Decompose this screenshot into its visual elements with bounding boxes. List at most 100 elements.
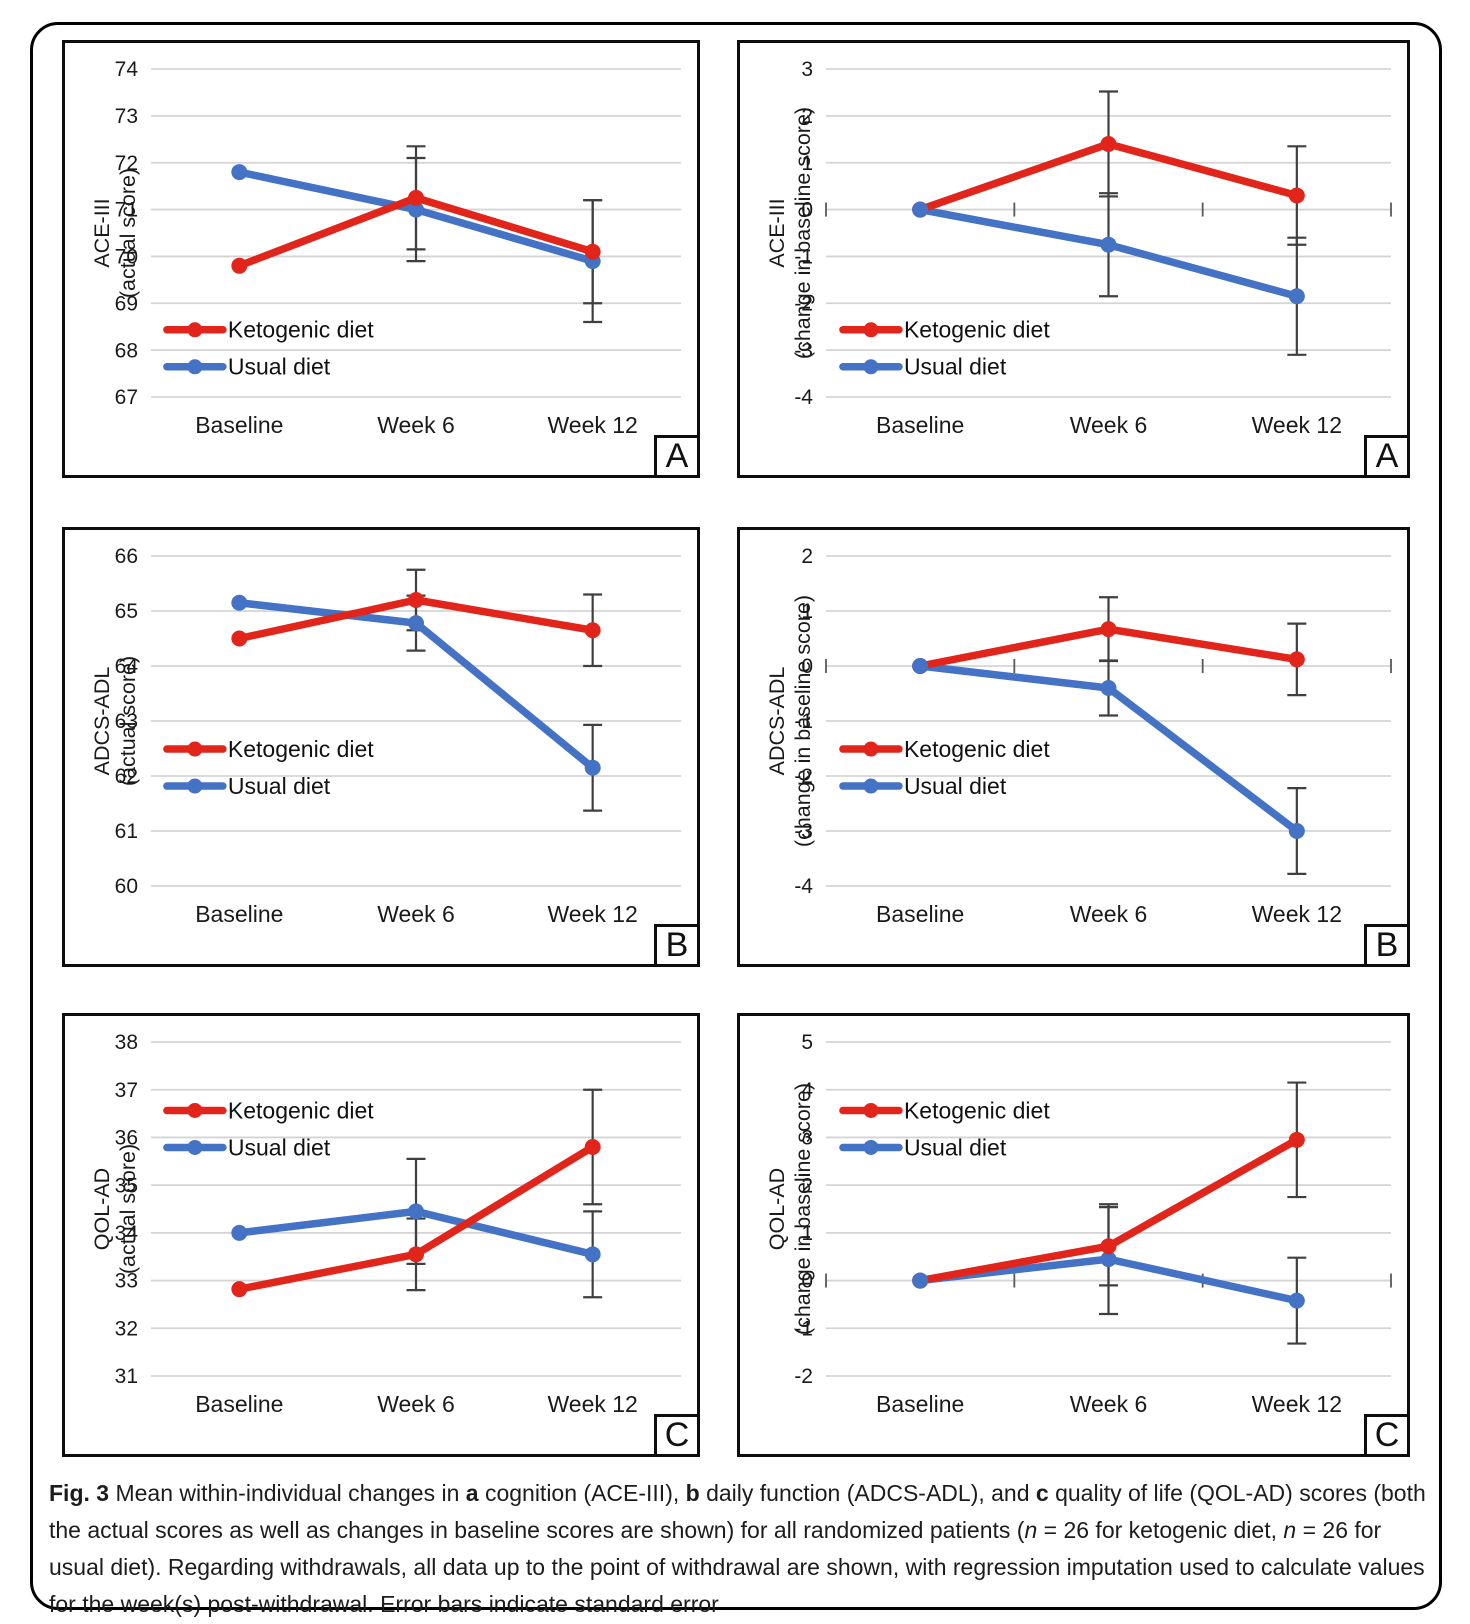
data-point-ketogenic-diet — [1288, 651, 1305, 668]
y-tick-label: 37 — [115, 1079, 138, 1102]
y-tick-label: 65 — [115, 600, 138, 623]
y-axis-title: ADCS-ADL — [90, 667, 114, 776]
y-tick-label: 3 — [801, 1127, 813, 1150]
legend-marker-dot — [187, 359, 203, 375]
figure-caption: Fig. 3 Mean within-individual changes in… — [49, 1475, 1429, 1623]
legend-item-ketogenic-diet: Ketogenic diet — [163, 1097, 374, 1123]
y-tick-label: 2 — [801, 1174, 813, 1197]
data-point-ketogenic-diet — [1100, 135, 1117, 152]
data-point-usual-diet — [1288, 1292, 1305, 1309]
panel-letter: B — [1375, 926, 1399, 964]
x-tick-label: Baseline — [876, 1391, 964, 1417]
y-tick-label: 73 — [115, 105, 138, 128]
y-tick-label: 61 — [115, 820, 138, 843]
y-axis-subtitle: (change in baseline score) — [791, 1083, 815, 1335]
panel-ace3-change-score: -4 -3 -2 -1 0 1 2 3 Baseline Week 6 Week 12 ACE-III… — [737, 40, 1410, 478]
y-axis-subtitle: (actual score) — [116, 168, 140, 298]
legend-label: Ketogenic diet — [228, 736, 374, 762]
panel-label-box: C — [1364, 1414, 1410, 1457]
legend-item-ketogenic-diet: Ketogenic diet — [839, 736, 1050, 762]
x-tick-label: Week 6 — [377, 901, 455, 927]
panel-qolad-actual-score: 31 32 33 34 35 36 37 38 Baseline Week 6 Week 12 QOL… — [62, 1013, 700, 1457]
legend-item-usual-diet: Usual diet — [839, 354, 1007, 380]
y-tick-label: 35 — [115, 1174, 138, 1197]
x-tick-label: Week 12 — [547, 412, 637, 438]
data-point-usual-diet — [1288, 288, 1305, 305]
data-point-usual-diet — [231, 594, 248, 611]
y-tick-label: 62 — [115, 765, 138, 788]
x-tick-label: Week 6 — [1070, 412, 1148, 438]
y-tick-label: 33 — [115, 1270, 138, 1293]
y-tick-label: 32 — [115, 1317, 138, 1340]
data-point-ketogenic-diet — [231, 1281, 248, 1298]
panel-label-box: A — [1364, 435, 1410, 478]
data-point-usual-diet — [1100, 1251, 1117, 1268]
legend-marker-dot — [863, 778, 879, 794]
chart-ace3-change-score: -4 -3 -2 -1 0 1 2 3 Baseline Week 6 Week 12 ACE-III… — [765, 58, 1392, 438]
panel-label-box: B — [1364, 924, 1410, 967]
data-point-ketogenic-diet — [1100, 1238, 1117, 1255]
legend-marker-dot — [187, 741, 203, 757]
data-point-usual-diet — [912, 1272, 929, 1289]
x-tick-label: Baseline — [195, 412, 283, 438]
panel-letter: C — [664, 1416, 690, 1454]
x-tick-label: Baseline — [195, 901, 283, 927]
data-point-ketogenic-diet — [1288, 187, 1305, 204]
chart-adcsadl-actual-score: 60 61 62 63 64 65 66 Baseline Week 6 Week 12 ADCS-… — [90, 545, 681, 927]
legend-item-ketogenic-diet: Ketogenic diet — [839, 317, 1050, 343]
data-point-usual-diet — [231, 1224, 248, 1241]
data-point-ketogenic-diet — [584, 243, 601, 260]
y-tick-label: 5 — [801, 1031, 813, 1054]
x-tick-label: Week 12 — [1252, 1391, 1342, 1417]
y-tick-label: 34 — [115, 1222, 139, 1245]
y-tick-label: -2 — [794, 765, 813, 788]
legend-marker-dot — [187, 778, 203, 794]
y-tick-label: 0 — [801, 1270, 813, 1293]
x-tick-label: Baseline — [195, 1391, 283, 1417]
data-point-usual-diet — [912, 658, 929, 674]
caption-segment: daily function (ADCS-ADL), and — [699, 1480, 1036, 1506]
caption-segment: b — [685, 1480, 700, 1506]
y-tick-label: 36 — [115, 1127, 138, 1150]
caption-segment: cognition (ACE-III), — [478, 1480, 686, 1506]
legend-item-ketogenic-diet: Ketogenic diet — [163, 736, 374, 762]
chart-adcsadl-change-score: -4 -3 -2 -1 0 1 2 Baseline Week 6 Week 12 ADCS-ADL… — [765, 545, 1392, 927]
x-tick-label: Week 6 — [377, 1391, 455, 1417]
data-point-usual-diet — [1100, 236, 1117, 253]
data-point-usual-diet — [912, 201, 929, 218]
y-axis-title: QOL-AD — [90, 1168, 114, 1250]
y-tick-label: 60 — [115, 875, 138, 898]
y-tick-label: -2 — [794, 292, 813, 315]
legend-item-usual-diet: Usual diet — [839, 773, 1007, 799]
data-point-usual-diet — [584, 1246, 601, 1263]
data-point-ketogenic-diet — [584, 1138, 601, 1155]
chart-qolad-actual-score: 31 32 33 34 35 36 37 38 Baseline Week 6 Week 12 QOL… — [90, 1031, 681, 1417]
legend-label: Ketogenic diet — [228, 1097, 374, 1123]
x-tick-label: Week 6 — [1070, 1391, 1148, 1417]
data-point-usual-diet — [1100, 680, 1117, 696]
legend-marker-dot — [863, 1102, 879, 1118]
x-tick-label: Week 12 — [547, 901, 637, 927]
legend-item-usual-diet: Usual diet — [163, 773, 331, 799]
legend-label: Usual diet — [904, 773, 1007, 799]
y-tick-label: 67 — [115, 386, 138, 409]
data-point-ketogenic-diet — [231, 257, 248, 274]
data-point-usual-diet — [1288, 823, 1305, 839]
data-point-ketogenic-diet — [231, 630, 248, 647]
y-tick-label: 2 — [801, 105, 813, 128]
y-tick-label: 4 — [801, 1079, 813, 1102]
y-tick-label: 38 — [115, 1031, 138, 1054]
x-tick-label: Week 12 — [1252, 412, 1342, 438]
y-axis-title: ADCS-ADL — [765, 667, 789, 776]
panel-letter: C — [1374, 1416, 1400, 1454]
data-point-usual-diet — [408, 201, 424, 218]
y-tick-label: 0 — [801, 199, 813, 222]
y-tick-label: -1 — [794, 710, 813, 733]
y-tick-label: 1 — [801, 600, 813, 623]
caption-segment: Fig. 3 — [49, 1480, 110, 1506]
panel-label-box: A — [654, 435, 700, 478]
caption-segment: a — [465, 1480, 479, 1506]
x-tick-label: Week 6 — [1070, 901, 1148, 927]
data-point-ketogenic-diet — [584, 622, 601, 639]
